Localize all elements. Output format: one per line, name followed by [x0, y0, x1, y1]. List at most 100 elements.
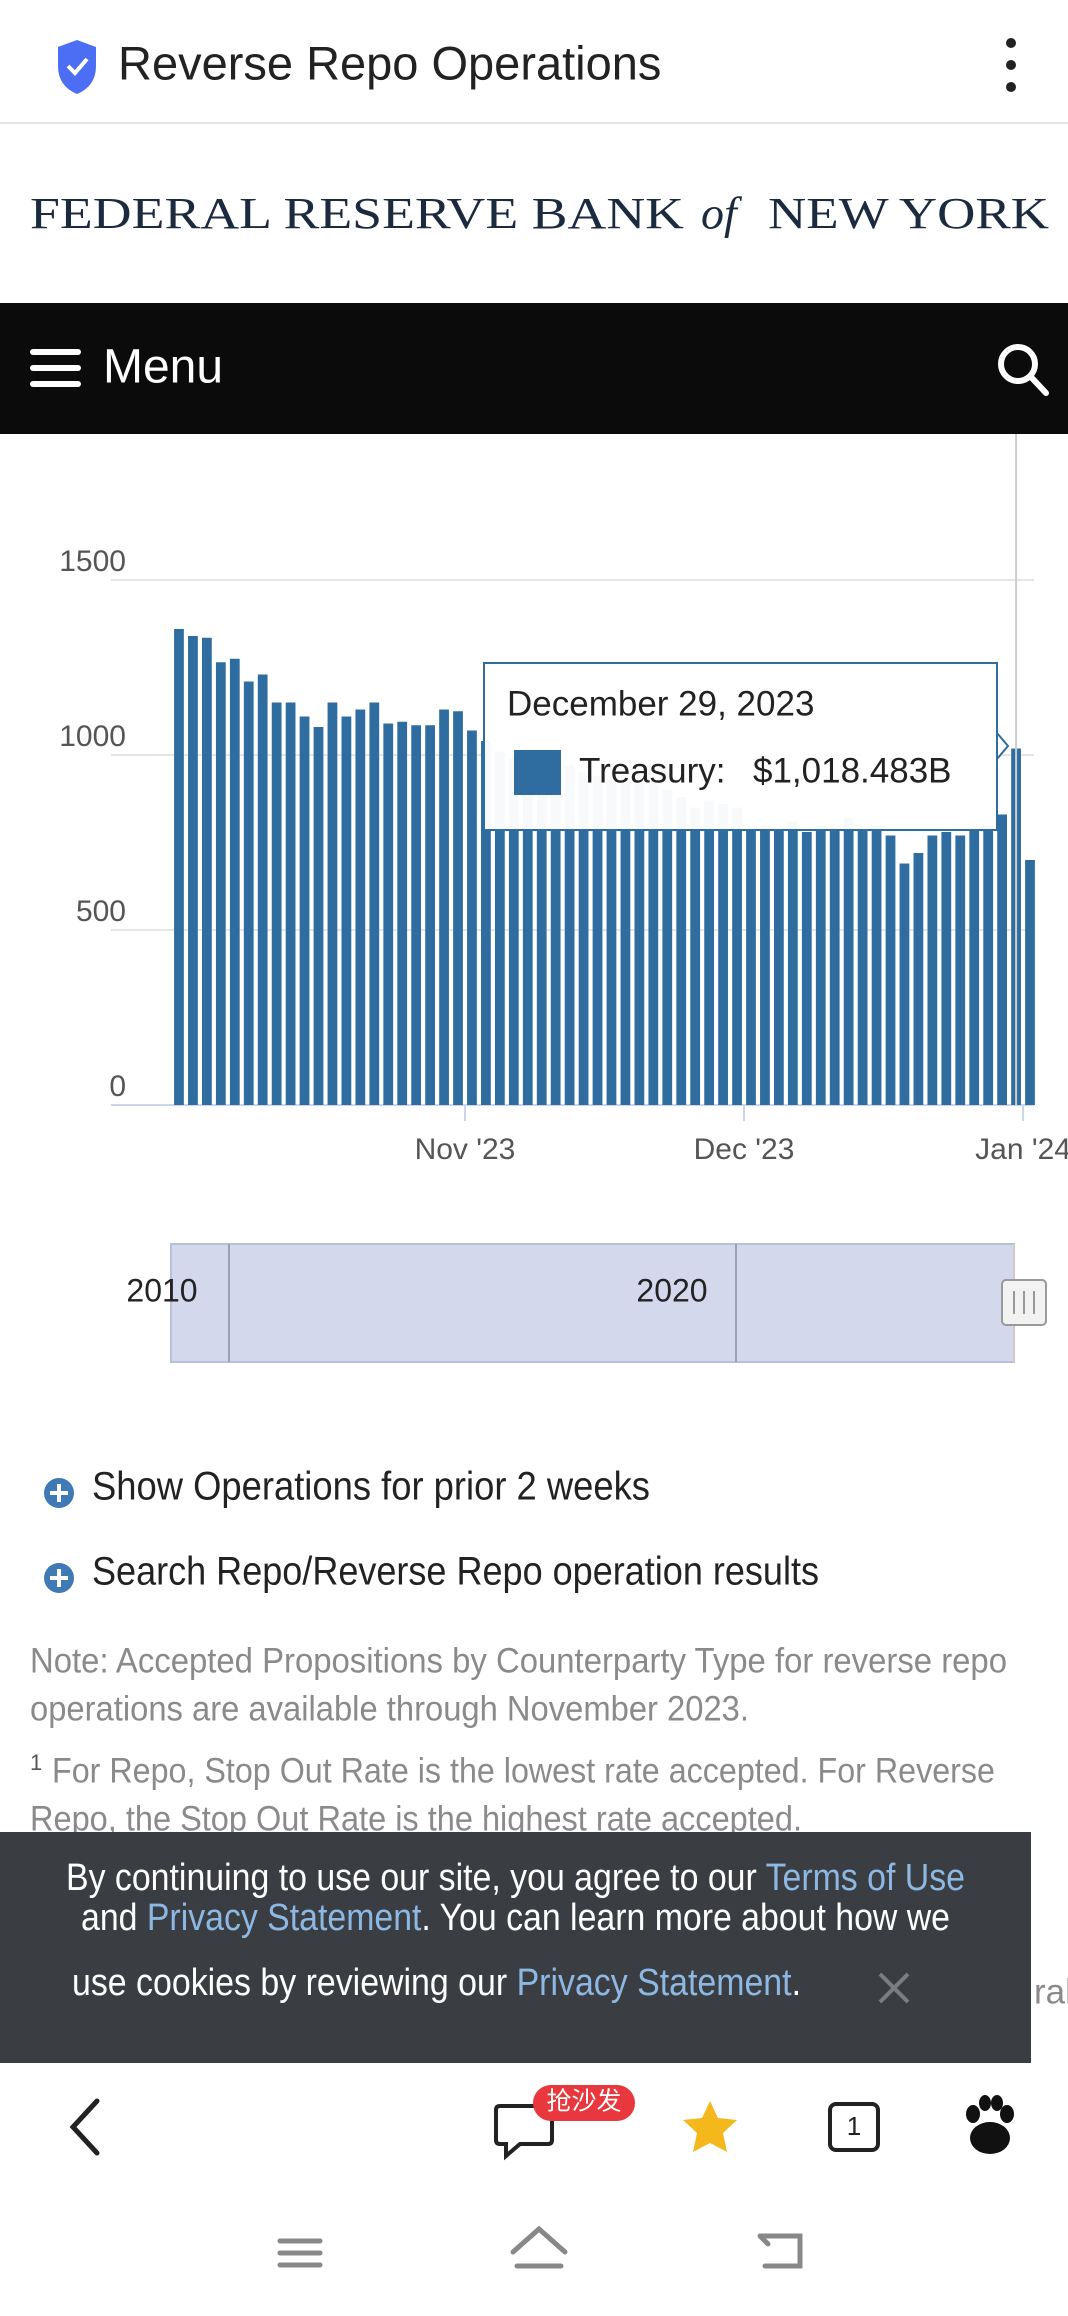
bar [718, 804, 728, 1105]
bar [997, 814, 1008, 1105]
bar [201, 637, 212, 1105]
bar [188, 636, 198, 1105]
shield-check [66, 57, 89, 76]
bar [885, 835, 896, 1105]
bar [229, 658, 240, 1105]
bar [285, 702, 296, 1105]
logo-text[interactable]: of [701, 188, 743, 239]
footnote-text: Repo, the Stop Out Rate is the highest r… [30, 1799, 802, 1838]
y-tick-label: 500 [76, 895, 126, 928]
bar [871, 825, 882, 1105]
cookie-link[interactable]: Terms of Use [766, 1857, 965, 1899]
bar [676, 797, 687, 1105]
bar [257, 674, 268, 1105]
bar [801, 832, 812, 1105]
partial-text: ral [1034, 1972, 1068, 2011]
cookie-text: By continuing to use our site, you agree… [66, 1857, 965, 2004]
bar [341, 716, 352, 1105]
recent-button[interactable] [277, 2238, 323, 2268]
link-text[interactable]: Search Repo/Reverse Repo operation resul… [92, 1550, 819, 1594]
bar [662, 790, 673, 1105]
bar [174, 629, 184, 1105]
bar [299, 716, 310, 1105]
back-system-button[interactable] [757, 2233, 803, 2269]
bar [481, 741, 491, 1105]
handle-grip [1013, 1291, 1035, 1314]
more-menu[interactable] [1006, 38, 1016, 92]
cookie-text: . You can learn more about how we [421, 1897, 950, 1939]
navigator-label: 2010 [126, 1272, 197, 1308]
footnote-marker: 1 [30, 1750, 42, 1775]
cookie-line: use cookies by reviewing our Privacy Sta… [72, 1962, 801, 2004]
bar [648, 783, 659, 1105]
note-text: Note: Accepted Propositions by Counterpa… [30, 1641, 1007, 1680]
bar [983, 825, 994, 1105]
bar [271, 702, 282, 1105]
paw-part [966, 2105, 980, 2123]
logo-text[interactable]: NEW YORK [768, 189, 1049, 238]
bar [690, 807, 701, 1105]
badge [533, 2085, 635, 2121]
cookie-line: and Privacy Statement. You can learn mor… [81, 1897, 950, 1939]
bar [732, 807, 742, 1105]
paw-part [970, 2122, 1010, 2154]
cookie-link[interactable]: Privacy Statement [517, 1962, 792, 2004]
hamburger-icon[interactable] [30, 349, 81, 387]
bar [564, 765, 575, 1105]
bar [243, 681, 254, 1105]
bar [704, 800, 715, 1105]
y-tick-label: 1000 [59, 720, 126, 753]
tooltip-series: Treasury: [579, 751, 726, 790]
note-text: operations are available through Novembe… [30, 1689, 749, 1728]
expand-link[interactable]: Show Operations for prior 2 weeks [44, 1465, 650, 1509]
cookie-text: . [792, 1962, 801, 2004]
bar [508, 758, 519, 1105]
bar [397, 721, 408, 1105]
bar [969, 828, 980, 1105]
navigator-label: 2020 [636, 1272, 707, 1308]
navigator[interactable] [170, 1243, 1015, 1363]
bar [313, 727, 324, 1105]
menu-bar [0, 303, 1068, 434]
bar [467, 730, 477, 1105]
title-bar [0, 0, 1068, 123]
chart: 0 500 1000 1500 Nov '23 Dec '23 Jan '24 Decembe… [59, 434, 1068, 1166]
tooltip-swatch [514, 750, 561, 795]
dot [1006, 82, 1016, 92]
home-button[interactable] [510, 2225, 568, 2269]
bar [1025, 860, 1035, 1105]
bar [857, 828, 868, 1105]
bar [550, 769, 561, 1105]
badge-text: 抢沙发 [546, 2088, 621, 2116]
y-tick-label: 0 [109, 1070, 126, 1103]
tooltip-pointer [996, 730, 1010, 762]
expand-link[interactable]: Search Repo/Reverse Repo operation resul… [44, 1550, 819, 1594]
link-text[interactable]: Show Operations for prior 2 weeks [92, 1465, 650, 1509]
bar [411, 725, 422, 1105]
bar [774, 828, 784, 1105]
search-icon[interactable] [998, 344, 1049, 396]
back-button[interactable] [69, 2098, 100, 2156]
paw-button[interactable] [966, 2095, 1014, 2154]
bar [355, 709, 366, 1105]
cookie-text: and [81, 1897, 147, 1939]
favorite-button[interactable] [683, 2101, 737, 2152]
dot [1006, 60, 1016, 70]
bar [425, 725, 435, 1105]
logo-text[interactable]: FEDERAL RESERVE BANK [30, 189, 684, 238]
paw-part [979, 2095, 991, 2111]
bar [815, 825, 826, 1105]
cookie-text: use cookies by reviewing our [72, 1962, 517, 2004]
bar [522, 755, 533, 1105]
cookie-link[interactable]: Privacy Statement [147, 1897, 422, 1939]
bar [760, 825, 770, 1105]
close-button[interactable] [878, 1972, 910, 2004]
tabs-button[interactable] [828, 2102, 880, 2152]
tooltip [483, 662, 998, 831]
tab-count: 1 [847, 2111, 861, 2141]
system-nav [277, 2225, 803, 2269]
x-tick-label: Jan '24 [975, 1133, 1068, 1166]
menu-label[interactable]: Menu [103, 341, 223, 394]
